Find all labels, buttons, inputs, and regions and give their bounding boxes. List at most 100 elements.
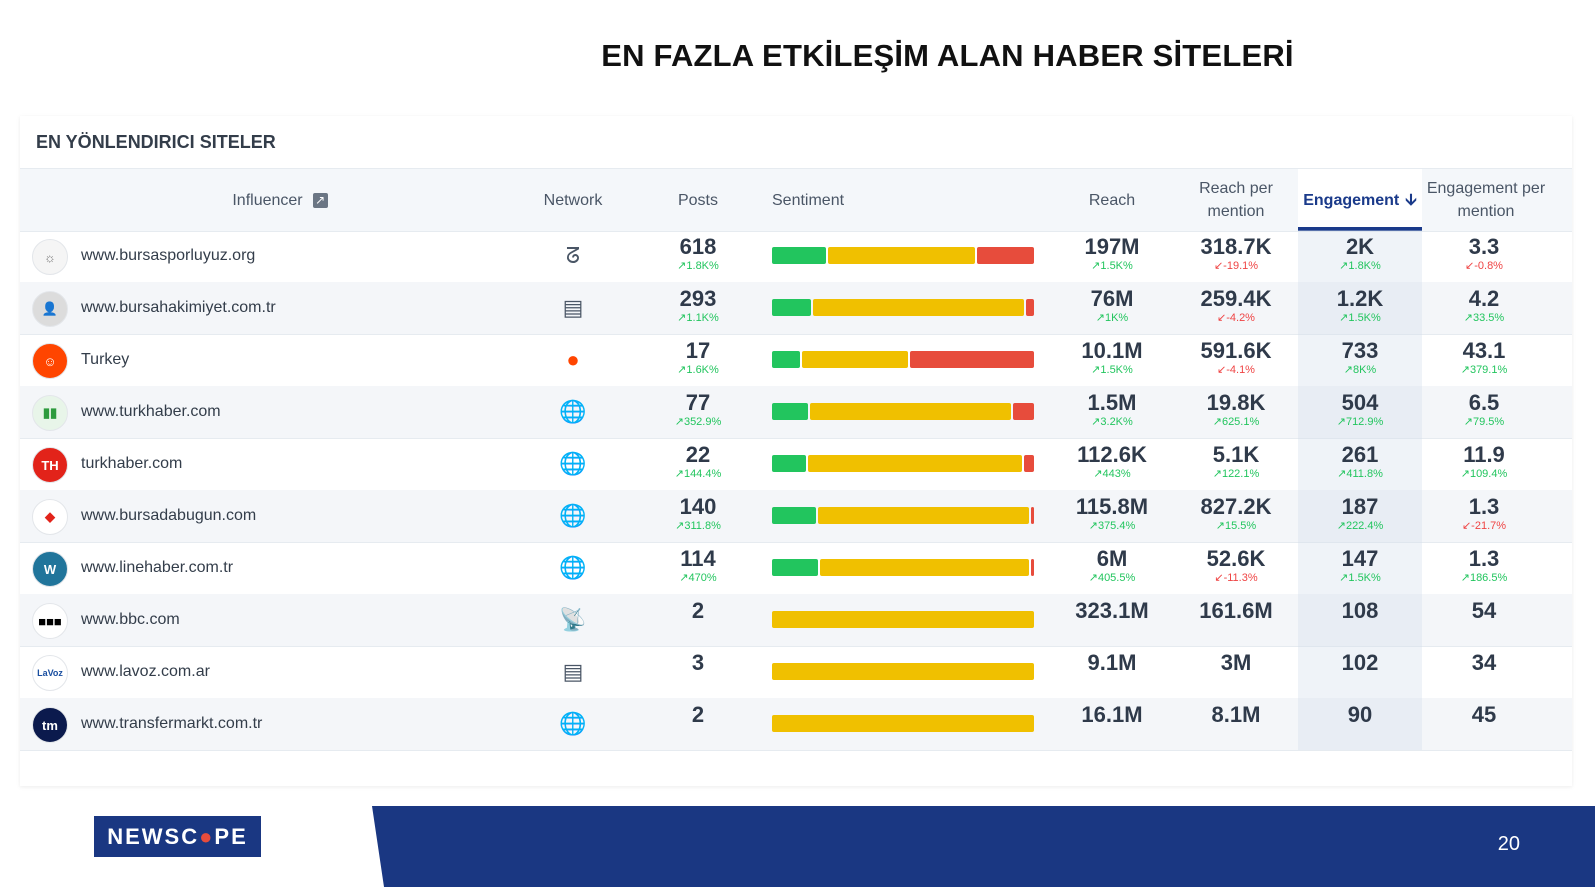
web-icon: 🌐 (559, 503, 587, 528)
footer-band (372, 806, 1595, 887)
sentiment-bar[interactable] (772, 351, 1034, 368)
engagement-cell: 187 ↗222.4% (1298, 495, 1422, 533)
sentiment-bar[interactable] (772, 507, 1034, 524)
sentiment-bar[interactable] (772, 247, 1035, 264)
col-engagement-per-mention[interactable]: Engagement per mention (1426, 180, 1546, 220)
posts-value: 293 (679, 286, 717, 311)
sentiment-bar[interactable] (772, 611, 1034, 628)
reach-per-mention-cell: 259.4K ↙-4.2% (1174, 287, 1298, 325)
influencer-name[interactable]: www.linehaber.com.tr (81, 559, 234, 576)
posts-change: ↗311.8% (675, 520, 721, 532)
reach-per-mention-change: ↙-11.3% (1214, 572, 1258, 584)
reach-value: 10.1M (1081, 338, 1143, 363)
col-sentiment[interactable]: Sentiment (772, 191, 845, 209)
table-row[interactable]: TH turkhaber.com 🌐 22 ↗144.4% 112.6K ↗443% 5.1K… (20, 438, 1572, 491)
col-posts[interactable]: Posts (677, 191, 718, 209)
engagement-value: 733 (1341, 338, 1379, 363)
posts-value: 2 (691, 598, 705, 623)
table-row[interactable]: ■■■ www.bbc.com 📡 2 323.1M 161.6M 108 54 (20, 594, 1572, 647)
col-reach-per-mention[interactable]: Reach per mention (1199, 180, 1273, 220)
table-row[interactable]: 👤 www.bursahakimiyet.com.tr ▤ 293 ↗1.1K% 76M ↗… (20, 282, 1572, 335)
sentiment-neutral (807, 455, 1022, 472)
reach-cell: 10.1M ↗1.5K% (1050, 339, 1174, 377)
col-influencer[interactable]: Influencer ↗ (20, 169, 540, 231)
posts-cell: 17 ↗1.6K% (636, 339, 760, 377)
reach-per-mention-value: 318.7K (1200, 234, 1272, 259)
engagement-highlight (1298, 230, 1422, 282)
table-row[interactable]: ☺ Turkey ● 17 ↗1.6K% 10.1M ↗1.5K% 591.6K ↙-4.1% 7… (20, 334, 1572, 387)
col-network[interactable]: Network (543, 191, 603, 209)
avatar: LaVoz (32, 655, 68, 691)
sentiment-negative (1031, 507, 1034, 524)
reach-value: 115.8M (1075, 494, 1149, 519)
engagement-per-mention-change: ↗109.4% (1460, 468, 1508, 480)
sentiment-bar[interactable] (772, 559, 1034, 576)
influencer-name[interactable]: www.bbc.com (81, 611, 180, 628)
avatar: ☼ (32, 239, 68, 275)
engagement-per-mention-value: 3.3 (1468, 234, 1500, 259)
engagement-change: ↗8K% (1343, 364, 1377, 376)
reach-value: 1.5M (1087, 390, 1137, 415)
engagement-value: 504 (1341, 390, 1379, 415)
engagement-highlight (1298, 542, 1422, 594)
avatar: W (32, 551, 68, 587)
sentiment-neutral (812, 299, 1025, 316)
posts-value: 77 (685, 390, 711, 415)
sentiment-negative (1023, 455, 1034, 472)
table-row[interactable]: ☼ www.bursasporluyuz.org ᘔ 618 ↗1.8K% 197M ↗1.… (20, 230, 1572, 283)
sentiment-bar[interactable] (772, 715, 1034, 732)
sentiment-neutral (772, 715, 1034, 732)
engagement-highlight (1298, 282, 1422, 334)
engagement-per-mention-cell: 6.5 ↗79.5% (1422, 391, 1546, 429)
external-link-icon[interactable]: ↗ (312, 192, 328, 208)
influencer-name[interactable]: www.lavoz.com.ar (81, 663, 210, 680)
reach-per-mention-value: 591.6K (1200, 338, 1272, 363)
reach-per-mention-cell: 591.6K ↙-4.1% (1174, 339, 1298, 377)
reach-per-mention-cell: 19.8K ↗625.1% (1174, 391, 1298, 429)
influencer-table-card: EN YÖNLENDIRICI SITELER Influencer ↗ Net… (20, 116, 1572, 786)
table-row[interactable]: ◆ www.bursadabugun.com 🌐 140 ↗311.8% 115.8M ↗3… (20, 490, 1572, 543)
reach-per-mention-cell: 3M (1174, 651, 1298, 675)
sentiment-bar[interactable] (772, 663, 1034, 680)
posts-change: ↗1.1K% (677, 312, 719, 324)
influencer-name[interactable]: www.transfermarkt.com.tr (81, 715, 263, 732)
reach-value: 6M (1096, 546, 1128, 571)
influencer-name[interactable]: www.turkhaber.com (81, 403, 221, 420)
posts-cell: 114 ↗470% (636, 547, 760, 585)
engagement-cell: 504 ↗712.9% (1298, 391, 1422, 429)
reach-value: 197M (1084, 234, 1140, 259)
engagement-highlight (1298, 386, 1422, 438)
engagement-cell: 108 (1298, 599, 1422, 623)
table-row[interactable]: tm www.transfermarkt.com.tr 🌐 2 16.1M 8.1M 90 4… (20, 698, 1572, 751)
sentiment-positive (772, 455, 806, 472)
posts-cell: 140 ↗311.8% (636, 495, 760, 533)
posts-cell: 293 ↗1.1K% (636, 287, 760, 325)
influencer-name[interactable]: www.bursahakimiyet.com.tr (81, 299, 276, 316)
engagement-per-mention-value: 4.2 (1468, 286, 1500, 311)
engagement-cell: 2K ↗1.8K% (1298, 235, 1422, 273)
engagement-per-mention-value: 11.9 (1463, 442, 1505, 467)
influencer-name[interactable]: turkhaber.com (81, 455, 183, 472)
web-icon: 🌐 (559, 451, 587, 476)
sentiment-bar[interactable] (772, 299, 1034, 316)
sentiment-negative (1031, 559, 1034, 576)
engagement-change: ↗712.9% (1336, 416, 1384, 428)
web-icon: 🌐 (559, 399, 587, 424)
sentiment-bar[interactable] (772, 403, 1034, 420)
table-row[interactable]: LaVoz www.lavoz.com.ar ▤ 3 9.1M 3M 102 34 (20, 646, 1572, 699)
news-icon: ▤ (562, 295, 584, 320)
table-header: Influencer ↗ Network Posts Sentiment Rea… (20, 168, 1572, 232)
col-engagement[interactable]: Engagement 🡫 (1298, 169, 1422, 231)
avatar: TH (32, 447, 68, 483)
influencer-name[interactable]: www.bursadabugun.com (81, 507, 257, 524)
influencer-name[interactable]: www.bursasporluyuz.org (81, 247, 256, 264)
sentiment-bar[interactable] (772, 455, 1034, 472)
table-row[interactable]: ▮▮ www.turkhaber.com 🌐 77 ↗352.9% 1.5M ↗3.2K% 1… (20, 386, 1572, 439)
reach-per-mention-change: ↗625.1% (1212, 416, 1260, 428)
influencer-name[interactable]: Turkey (81, 351, 130, 368)
reddit-icon: ● (566, 347, 580, 372)
col-reach[interactable]: Reach (1088, 191, 1136, 209)
engagement-value: 108 (1341, 598, 1379, 623)
engagement-per-mention-cell: 11.9 ↗109.4% (1422, 443, 1546, 481)
